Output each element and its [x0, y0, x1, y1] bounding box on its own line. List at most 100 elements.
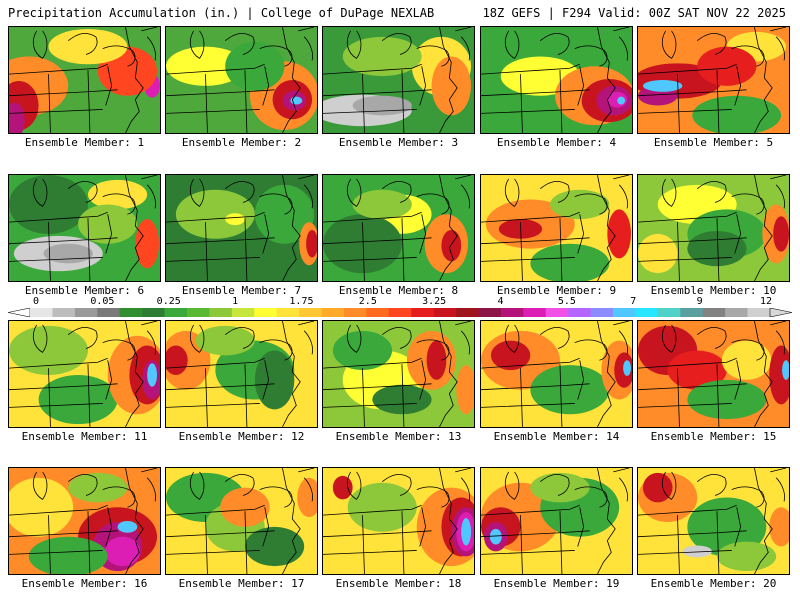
precip-field — [9, 175, 160, 281]
boundary-line — [638, 109, 732, 114]
precip-blob — [306, 229, 317, 258]
boundary-line — [481, 403, 575, 408]
boundary-line — [577, 214, 585, 254]
boundary-line — [303, 330, 313, 355]
precip-blob — [530, 243, 610, 281]
boundary-line — [298, 321, 315, 326]
colorbar-swatch — [52, 308, 76, 317]
boundary-line — [298, 468, 315, 473]
boundary-line — [754, 468, 773, 574]
boundary-line — [520, 368, 523, 427]
boundary-line — [244, 364, 248, 427]
ensemble-member-caption: Ensemble Member: 3 — [338, 136, 459, 149]
boundary-line — [731, 486, 765, 508]
colorbar-max-arrow — [769, 308, 792, 317]
boundary-line — [638, 89, 747, 97]
boundary-line — [9, 403, 103, 408]
boundary-line — [775, 477, 785, 502]
colorbar-swatch — [299, 308, 322, 317]
precip-blob — [461, 518, 472, 546]
boundary-line — [189, 178, 205, 207]
ensemble-member-map — [637, 26, 790, 134]
precip-field — [9, 321, 160, 427]
boundary-line — [323, 109, 417, 114]
precip-blob — [426, 340, 447, 380]
precip-blob — [9, 102, 25, 133]
boundary-line — [105, 360, 113, 400]
boundary-line — [574, 486, 608, 508]
boundary-line — [638, 403, 732, 408]
boundary-line — [559, 364, 563, 427]
ensemble-member-caption: Ensemble Member: 10 — [650, 284, 777, 297]
boundary-line — [87, 70, 91, 133]
ensemble-member-map — [165, 26, 318, 134]
boundary-line — [618, 36, 628, 61]
boundary-line — [48, 368, 51, 427]
boundary-line — [775, 184, 785, 209]
boundary-line — [224, 33, 255, 55]
boundary-line — [48, 222, 51, 281]
boundary-line — [282, 321, 301, 427]
boundary-line — [125, 27, 144, 133]
boundary-line — [716, 511, 720, 574]
boundary-line — [244, 218, 248, 281]
colorbar-tick-label: 1.75 — [289, 296, 314, 307]
boundary-line — [401, 70, 405, 133]
colorbar-swatch — [343, 308, 367, 317]
boundary-line — [734, 507, 742, 547]
precip-blob — [43, 243, 93, 264]
boundary-line — [32, 471, 48, 500]
ensemble-member-map — [322, 174, 475, 282]
colorbar-tick-label: 5.5 — [557, 296, 576, 307]
boundary-line — [262, 214, 270, 254]
precip-blob — [721, 340, 772, 380]
colorbar-strip — [8, 308, 792, 317]
precip-blob — [297, 477, 317, 518]
boundary-line — [105, 214, 113, 254]
boundary-line — [102, 45, 136, 67]
boundary-line — [460, 477, 470, 502]
precip-blob — [48, 28, 128, 65]
boundary-line — [189, 471, 205, 500]
colorbar-tick-label: 2.5 — [358, 296, 377, 307]
precip-field — [323, 321, 474, 427]
boundary-line — [303, 477, 313, 502]
boundary-line — [146, 330, 156, 355]
boundary-line — [455, 321, 472, 326]
boundary-line — [481, 89, 590, 97]
colorbar-swatch — [456, 308, 479, 317]
boundary-line — [661, 324, 677, 353]
precip-blob — [769, 507, 789, 547]
ensemble-member-caption: Ensemble Member: 18 — [335, 577, 462, 590]
boundary-line — [481, 550, 575, 555]
boundary-line — [574, 339, 608, 361]
boundary-line — [362, 222, 365, 281]
precip-blob — [9, 325, 88, 375]
boundary-line — [87, 364, 91, 427]
colorbar-swatch — [74, 308, 98, 317]
ensemble-member-caption: Ensemble Member: 11 — [21, 430, 148, 443]
boundary-line — [504, 178, 520, 207]
boundary-line — [618, 330, 628, 355]
boundary-line — [67, 474, 98, 496]
precip-field — [166, 175, 317, 281]
boundary-line — [166, 530, 275, 538]
precip-field — [323, 175, 474, 281]
boundary-line — [574, 193, 608, 215]
colorbar-tick-label: 0.05 — [90, 296, 115, 307]
precip-blob — [28, 536, 108, 574]
precip-blob — [195, 325, 255, 356]
precip-blob — [667, 350, 727, 390]
boundary-line — [696, 181, 727, 203]
colorbar-tick-label: 1 — [232, 296, 239, 307]
ensemble-member-map — [8, 467, 161, 575]
boundary-line — [105, 66, 113, 106]
ensemble-member-caption: Ensemble Member: 14 — [493, 430, 620, 443]
precip-blob — [225, 41, 285, 91]
boundary-line — [67, 33, 98, 55]
boundary-line — [189, 324, 205, 353]
boundary-line — [439, 175, 458, 281]
boundary-line — [102, 193, 136, 215]
precip-field — [638, 321, 789, 427]
precip-blob — [9, 175, 88, 234]
